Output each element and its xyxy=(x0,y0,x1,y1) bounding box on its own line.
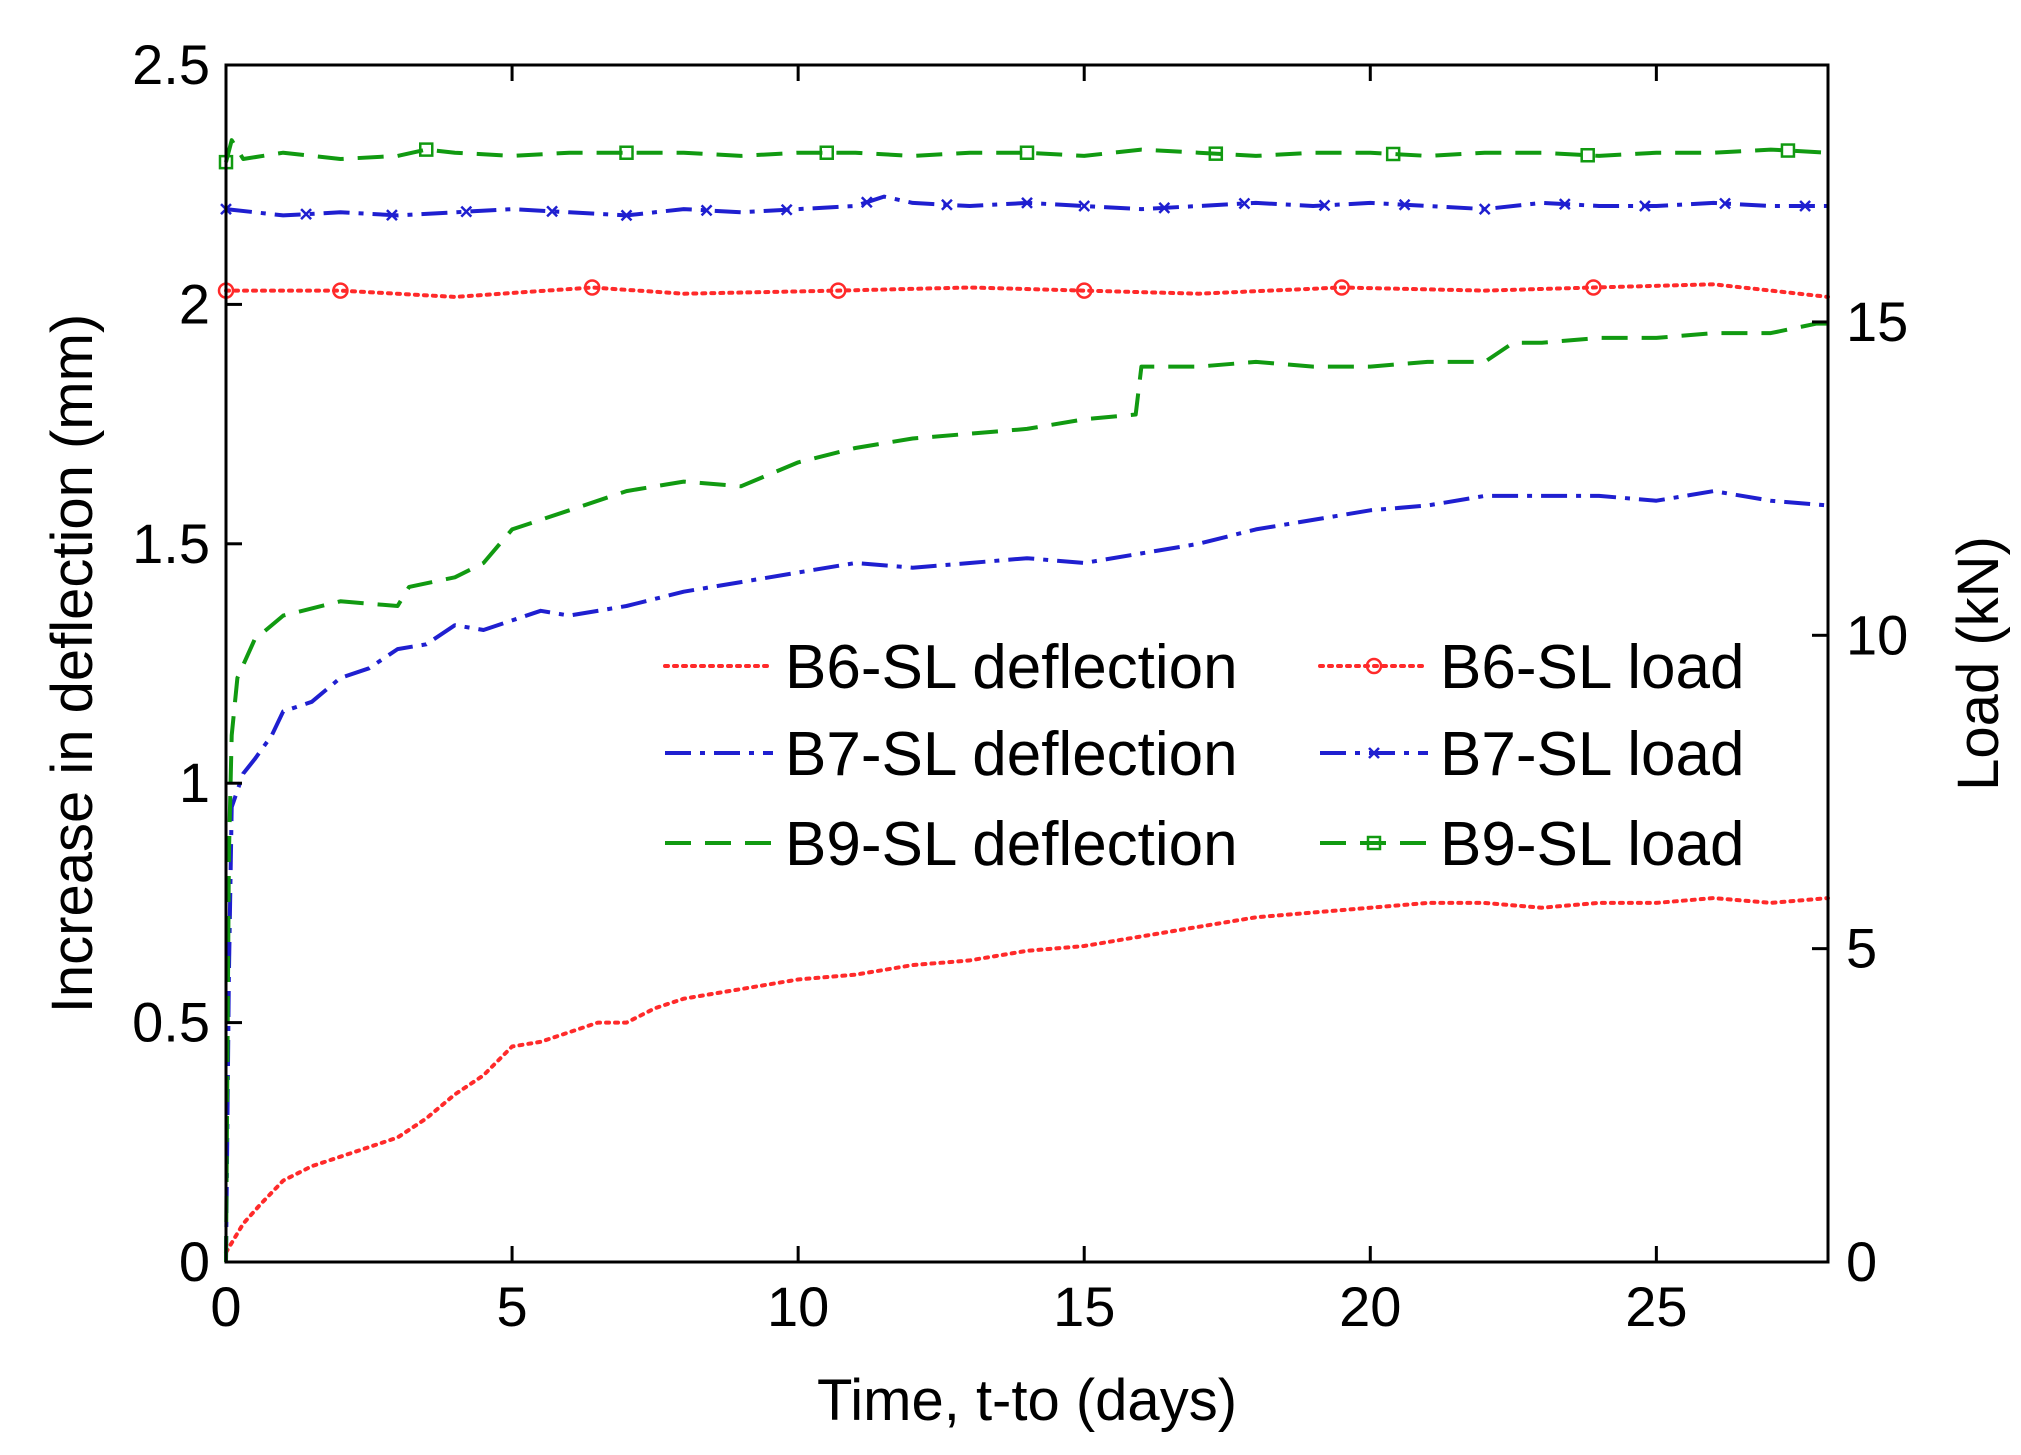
series-marker-b6-sl-load xyxy=(829,282,847,299)
legend-label: B9-SL load xyxy=(1440,810,1744,879)
series-marker-b7-sl-load xyxy=(460,205,473,218)
series-marker-b7-sl-load xyxy=(1318,199,1331,212)
series-marker-b7-sl-load xyxy=(700,204,713,217)
y2-tick-label: 0 xyxy=(1846,1230,1877,1293)
legend-label: B7-SL load xyxy=(1440,720,1744,789)
series-line-b7-sl-deflection xyxy=(224,489,1829,1263)
series-marker-b9-sl-load xyxy=(419,142,434,157)
series-marker-b7-sl-load xyxy=(1158,202,1171,214)
series-line-b9-sl-deflection xyxy=(224,321,1828,1263)
series-marker-b7-sl-load xyxy=(780,203,793,216)
series-marker-b9-sl-load xyxy=(1580,147,1595,163)
series-line-b9-sl-load xyxy=(224,138,1829,163)
series-marker-b6-sl-load xyxy=(1333,279,1350,296)
series-marker-b6-sl-load xyxy=(1585,279,1602,296)
x-tick-label: 0 xyxy=(210,1275,241,1338)
legend-label: B6-SL deflection xyxy=(785,633,1238,702)
series-marker-b7-sl-load xyxy=(860,196,873,209)
legend: B6-SL deflection B7-SL deflection B9-SL de… xyxy=(663,633,1744,879)
series-marker-b7-sl-load xyxy=(1021,196,1033,209)
legend-marker xyxy=(1366,835,1382,851)
series-marker-b7-sl-load xyxy=(300,208,312,221)
y-axis-label: Increase in deflection (mm) xyxy=(40,314,105,1013)
series-marker-b9-sl-load xyxy=(619,145,634,160)
series-marker-b9-sl-load xyxy=(1019,145,1035,160)
series-marker-b7-sl-load xyxy=(1078,200,1091,212)
x-tick-label: 25 xyxy=(1625,1275,1687,1338)
series-marker-b7-sl-load xyxy=(1398,198,1411,211)
legend-marker xyxy=(1368,747,1380,759)
series-marker-b6-sl-load xyxy=(332,282,349,299)
series-marker-b9-sl-load xyxy=(1780,143,1796,158)
y2-tick-label: 15 xyxy=(1846,290,1908,353)
y-tick-label: 1 xyxy=(179,751,210,814)
y-tick-label: 0 xyxy=(179,1230,210,1293)
series-marker-b7-sl-load xyxy=(941,198,953,211)
y-tick-label: 0.5 xyxy=(132,991,210,1054)
legend-label: B6-SL load xyxy=(1440,633,1744,702)
series-marker-b7-sl-load xyxy=(1558,198,1571,211)
series-marker-b7-sl-load xyxy=(1238,197,1251,210)
x-tick-label: 15 xyxy=(1053,1275,1115,1338)
series-marker-b9-sl-load xyxy=(1208,146,1224,161)
series-marker-b7-sl-load xyxy=(1719,197,1731,210)
y-tick-label: 1.5 xyxy=(132,512,210,575)
series-marker-b7-sl-load xyxy=(1799,200,1811,212)
plot-frame xyxy=(224,63,1830,1264)
series-marker-b7-sl-load xyxy=(546,205,559,218)
x-axis-label: Time, t-to (days) xyxy=(817,1368,1237,1433)
legend-label: B9-SL deflection xyxy=(785,810,1238,879)
series-layer xyxy=(217,138,1830,1263)
y2-axis-label: Load (kN) xyxy=(1946,536,2011,791)
y-tick-label: 2.5 xyxy=(132,33,210,96)
series-marker-b9-sl-load xyxy=(1385,146,1401,162)
series-line-b6-sl-load xyxy=(224,282,1830,299)
x-tick-label: 20 xyxy=(1339,1275,1401,1338)
series-line-b7-sl-load xyxy=(225,194,1828,218)
y2-tick-label: 10 xyxy=(1846,603,1908,666)
series-marker-b7-sl-load xyxy=(1639,200,1651,212)
y-tick-label: 2 xyxy=(179,272,210,335)
series-marker-b7-sl-load xyxy=(1478,203,1491,216)
series-line-b6-sl-deflection xyxy=(224,896,1830,1255)
series-marker-b7-sl-load xyxy=(386,209,398,221)
x-tick-label: 5 xyxy=(496,1275,527,1338)
series-marker-b6-sl-load xyxy=(1075,282,1093,299)
y2-tick-label: 5 xyxy=(1846,917,1877,980)
series-marker-b7-sl-load xyxy=(620,209,633,222)
x-tick-label: 10 xyxy=(767,1275,829,1338)
series-marker-b6-sl-load xyxy=(583,279,601,296)
legend-label: B7-SL deflection xyxy=(785,720,1238,789)
legend-marker xyxy=(1365,657,1383,675)
series-marker-b9-sl-load xyxy=(819,145,834,160)
axes-layer: 0 5 10 15 20 25 0 0.5 1 1.5 2 2.5 0 5 10 15 xyxy=(132,33,1908,1338)
